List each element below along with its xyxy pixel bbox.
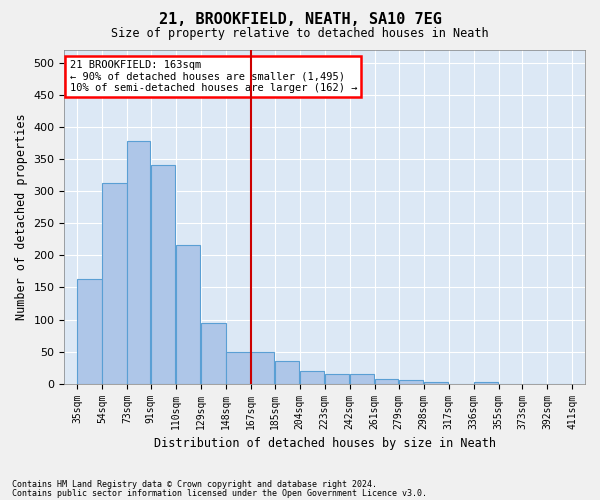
Bar	[275, 361, 299, 384]
Bar	[251, 352, 274, 384]
Text: 21 BROOKFIELD: 163sqm
← 90% of detached houses are smaller (1,495)
10% of semi-d: 21 BROOKFIELD: 163sqm ← 90% of detached …	[70, 60, 357, 93]
Text: Contains HM Land Registry data © Crown copyright and database right 2024.: Contains HM Land Registry data © Crown c…	[12, 480, 377, 489]
X-axis label: Distribution of detached houses by size in Neath: Distribution of detached houses by size …	[154, 437, 496, 450]
Bar	[127, 141, 151, 384]
Bar	[176, 245, 200, 384]
Bar	[201, 322, 226, 384]
Text: 21, BROOKFIELD, NEATH, SA10 7EG: 21, BROOKFIELD, NEATH, SA10 7EG	[158, 12, 442, 28]
Bar	[474, 382, 499, 384]
Text: Size of property relative to detached houses in Neath: Size of property relative to detached ho…	[111, 28, 489, 40]
Bar	[102, 184, 127, 384]
Bar	[399, 380, 423, 384]
Y-axis label: Number of detached properties: Number of detached properties	[15, 114, 28, 320]
Bar	[226, 352, 251, 384]
Bar	[375, 378, 398, 384]
Bar	[325, 374, 349, 384]
Bar	[151, 165, 175, 384]
Bar	[424, 382, 448, 384]
Bar	[77, 279, 101, 384]
Bar	[300, 371, 325, 384]
Bar	[350, 374, 374, 384]
Text: Contains public sector information licensed under the Open Government Licence v3: Contains public sector information licen…	[12, 489, 427, 498]
